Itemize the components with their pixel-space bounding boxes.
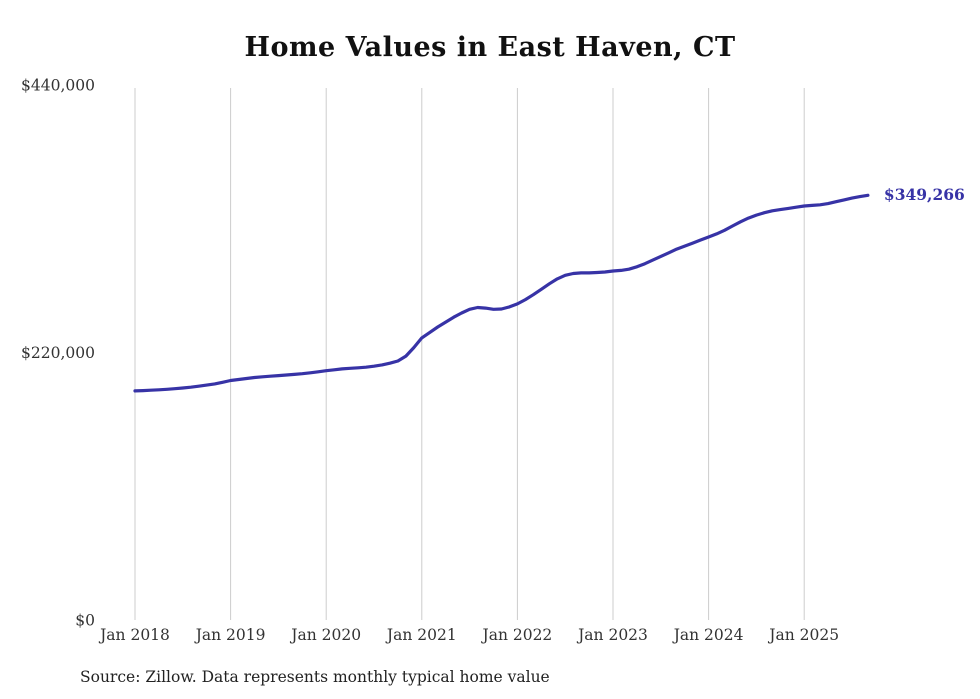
chart-title: Home Values in East Haven, CT	[244, 32, 736, 63]
x-tick-label: Jan 2025	[767, 626, 839, 644]
x-tick-label: Jan 2018	[98, 626, 170, 644]
x-tick-label: Jan 2020	[289, 626, 361, 644]
x-tick-label: Jan 2023	[576, 626, 648, 644]
end-value-label: $349,266	[883, 185, 965, 205]
home-value-line	[133, 193, 870, 393]
x-tick-label: Jan 2024	[672, 626, 744, 644]
x-tick-label: Jan 2022	[480, 626, 552, 644]
x-tick-label: Jan 2019	[194, 626, 266, 644]
y-tick-label: $0	[75, 612, 95, 630]
y-tick-label: $220,000	[21, 344, 95, 362]
x-tick-label: Jan 2021	[385, 626, 457, 644]
y-tick-label: $440,000	[21, 77, 95, 95]
source-note: Source: Zillow. Data represents monthly …	[80, 668, 550, 686]
